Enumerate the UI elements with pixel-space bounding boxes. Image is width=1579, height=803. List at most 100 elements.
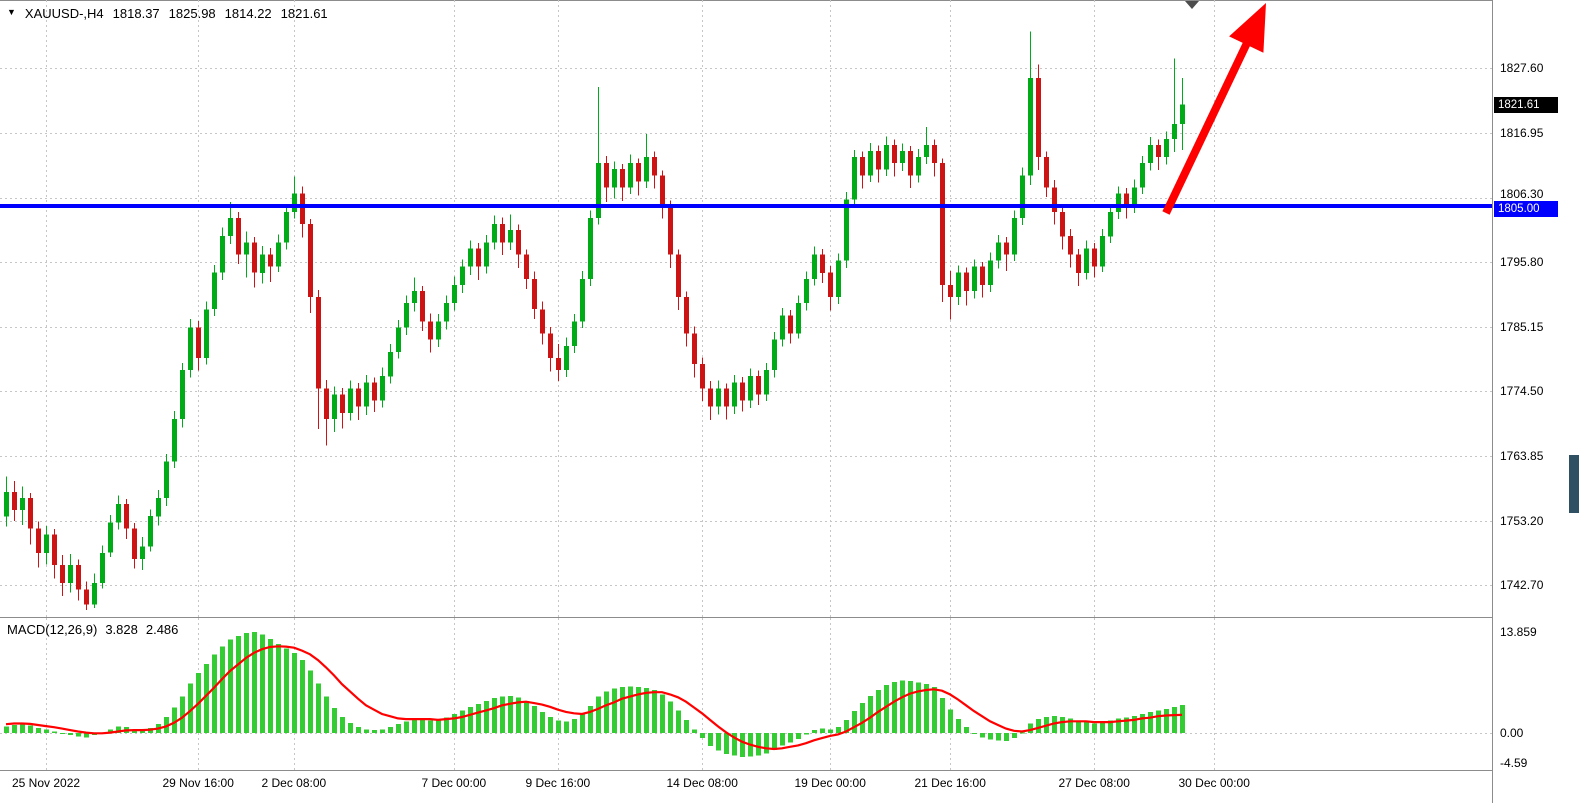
- candle: [348, 380, 353, 421]
- candle: [836, 253, 841, 304]
- time-axis-label: 14 Dec 08:00: [666, 776, 738, 790]
- time-axis-label: 25 Nov 2022: [12, 776, 81, 790]
- price-axis-label: 1763.85: [1500, 449, 1544, 464]
- candle: [756, 370, 761, 405]
- macd-bar: [548, 717, 553, 733]
- macd-axis-label: -4.59: [1500, 756, 1528, 770]
- macd-bar: [524, 700, 529, 733]
- candle: [260, 245, 265, 284]
- candle: [484, 235, 489, 274]
- price-axis-column[interactable]: 1827.60 1816.95 1806.30 1795.80 1785.15 1774.…: [1492, 0, 1579, 803]
- main-chart-canvas[interactable]: [0, 0, 1492, 617]
- candle: [732, 375, 737, 414]
- candle: [852, 149, 857, 207]
- candle: [164, 454, 169, 506]
- macd-bar: [1004, 733, 1009, 741]
- candle: [244, 231, 249, 278]
- candle: [1148, 137, 1153, 171]
- candle: [548, 326, 553, 372]
- candle: [132, 522, 137, 569]
- candle: [524, 249, 529, 290]
- macd-chart-canvas[interactable]: [0, 618, 1492, 770]
- candle: [468, 240, 473, 276]
- candle: [436, 314, 441, 347]
- macd-bar: [276, 644, 281, 733]
- symbol-ohlc-header: ▼ XAUUSD-,H4 1818.37 1825.98 1814.22 182…: [7, 6, 328, 21]
- candle: [324, 379, 329, 446]
- candle: [956, 265, 961, 305]
- macd-bar: [1140, 714, 1145, 733]
- trend-arrow[interactable]: [1162, 3, 1266, 215]
- macd-bar: [228, 639, 233, 733]
- candle: [908, 146, 913, 189]
- candle: [628, 154, 633, 195]
- candle: [556, 344, 561, 382]
- macd-bar: [796, 733, 801, 739]
- time-axis-label: 30 Dec 00:00: [1178, 776, 1250, 790]
- candle: [700, 357, 705, 402]
- candle: [140, 536, 145, 570]
- macd-bar: [420, 719, 425, 733]
- candle: [1108, 203, 1113, 243]
- pane-separator[interactable]: [0, 617, 1579, 618]
- macd-bar: [1164, 708, 1169, 733]
- macd-bar: [628, 686, 633, 733]
- candle: [220, 227, 225, 280]
- macd-bar: [564, 721, 569, 733]
- candle: [1100, 228, 1105, 273]
- candle: [12, 480, 17, 522]
- symbol-dropdown-icon[interactable]: ▼: [7, 7, 16, 17]
- macd-bar: [972, 733, 977, 734]
- candle: [596, 87, 601, 225]
- chart-shift-marker[interactable]: [1185, 1, 1199, 9]
- macd-bar: [692, 729, 697, 733]
- candle: [332, 386, 337, 433]
- candle: [716, 380, 721, 415]
- price-axis-label: 1753.20: [1500, 514, 1544, 529]
- macd-bar: [460, 710, 465, 733]
- candle: [212, 264, 217, 316]
- macd-bar: [28, 725, 33, 733]
- macd-bar: [804, 733, 809, 735]
- macd-bar: [772, 733, 777, 750]
- candle: [1068, 228, 1073, 268]
- macd-bar: [452, 714, 457, 733]
- candle: [236, 211, 241, 265]
- candle: [396, 320, 401, 359]
- candle: [652, 151, 657, 189]
- candle: [20, 486, 25, 525]
- candle: [44, 526, 49, 565]
- time-axis-label: 19 Dec 00:00: [794, 776, 866, 790]
- macd-bar: [1124, 717, 1129, 733]
- macd-bar: [1012, 733, 1017, 739]
- candle: [580, 270, 585, 329]
- candle: [476, 242, 481, 280]
- macd-bar: [916, 682, 921, 733]
- macd-main-value: 3.828: [105, 622, 138, 637]
- candle: [996, 235, 1001, 269]
- candle: [892, 139, 897, 177]
- macd-bar: [964, 727, 969, 733]
- candle: [116, 495, 121, 530]
- candle: [740, 376, 745, 412]
- scrollbar-thumb[interactable]: [1569, 455, 1579, 513]
- macd-bar: [660, 694, 665, 733]
- time-axis-label: 27 Dec 08:00: [1058, 776, 1130, 790]
- macd-bar: [636, 687, 641, 733]
- macd-bar: [812, 730, 817, 733]
- price-axis-label: 1774.50: [1500, 384, 1544, 399]
- candle: [1124, 188, 1129, 219]
- level-price-badge: 1805.00: [1494, 200, 1558, 217]
- candle: [444, 295, 449, 330]
- macd-bar: [1148, 711, 1153, 733]
- main-price-pane: ▼ XAUUSD-,H4 1818.37 1825.98 1814.22 182…: [0, 0, 1492, 617]
- macd-name: MACD(12,26,9): [7, 622, 98, 637]
- time-axis-label: 21 Dec 16:00: [914, 776, 986, 790]
- macd-bar: [1092, 723, 1097, 733]
- candle: [644, 133, 649, 189]
- macd-bar: [844, 719, 849, 733]
- time-axis[interactable]: 25 Nov 2022 29 Nov 16:00 2 Dec 08:00 7 Dec …: [0, 771, 1492, 803]
- candle: [380, 367, 385, 408]
- macd-bar: [700, 733, 705, 739]
- macd-bar: [596, 696, 601, 733]
